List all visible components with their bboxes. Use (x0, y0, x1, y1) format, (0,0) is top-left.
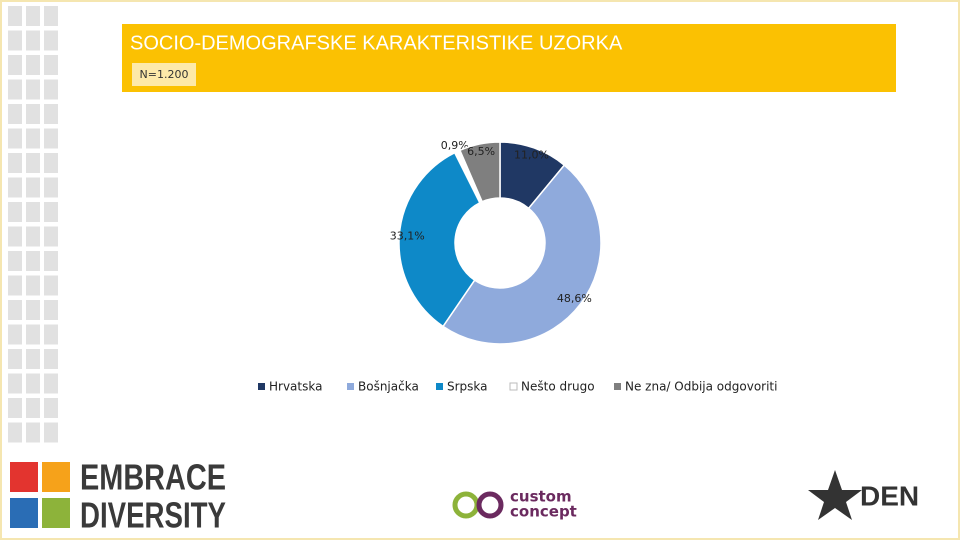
legend-label: Bošnjačka (358, 380, 419, 394)
decor-block (26, 177, 40, 198)
decor-block (26, 153, 40, 173)
decor-block (8, 373, 22, 394)
logo-text: DEN (860, 480, 919, 511)
decor-block (44, 153, 58, 173)
legend-swatch (614, 383, 621, 390)
decor-block (8, 226, 22, 247)
decor-block (10, 462, 38, 492)
decor-block (10, 498, 38, 528)
decor-block (42, 462, 70, 492)
decor-block (26, 79, 40, 100)
decor-block (8, 104, 22, 124)
decor-block (44, 177, 58, 198)
decor-pattern (8, 6, 70, 528)
title: SOCIO-DEMOGRAFSKE KARAKTERISTIKE UZORKA (130, 32, 623, 54)
decor-block (26, 373, 40, 394)
decor-block (42, 498, 70, 528)
title-banner (122, 24, 896, 92)
decor-block (8, 422, 22, 443)
logo-text: DIVERSITY (80, 495, 226, 536)
decor-block (8, 202, 22, 222)
decor-block (26, 398, 40, 418)
logo-text: custom (510, 488, 572, 506)
sample-size: N=1.200 (140, 68, 189, 81)
decor-block (8, 398, 22, 418)
decor-block (8, 349, 22, 369)
decor-block (8, 128, 22, 149)
decor-block (44, 202, 58, 222)
logo-icon (476, 491, 504, 519)
legend: Hrvatska Bošnjačka Srpska Nešto drugo Ne zna… (258, 380, 777, 394)
decor-block (44, 324, 58, 345)
decor-block (44, 300, 58, 320)
donut-slice (398, 151, 481, 328)
decor-block (26, 251, 40, 271)
data-label: 6,5% (467, 145, 495, 158)
donut-chart: 11,0%48,6%33,1%0,9%6,5% (390, 139, 602, 345)
decor-block (26, 422, 40, 443)
legend-swatch (347, 383, 354, 390)
decor-block (8, 79, 22, 100)
legend-swatch (258, 383, 265, 390)
decor-block (26, 104, 40, 124)
decor-block (44, 373, 58, 394)
legend-swatch (509, 382, 518, 391)
decor-block (8, 30, 22, 51)
logo-text: concept (510, 503, 577, 521)
decor-block (8, 6, 22, 26)
decor-block (8, 55, 22, 75)
decor-block (26, 30, 40, 51)
decor-block (44, 226, 58, 247)
decor-block (8, 300, 22, 320)
decor-block (44, 398, 58, 418)
legend-label: Nešto drugo (521, 380, 595, 394)
decor-block (8, 275, 22, 296)
decor-block (8, 177, 22, 198)
decor-block (44, 30, 58, 51)
data-label: 11,0% (514, 148, 549, 161)
legend-label: Srpska (447, 380, 488, 394)
decor-block (26, 349, 40, 369)
decor-block (26, 55, 40, 75)
decor-block (8, 251, 22, 271)
decor-block (44, 422, 58, 443)
decor-block (26, 300, 40, 320)
decor-block (44, 6, 58, 26)
decor-block (26, 6, 40, 26)
decor-block (8, 324, 22, 345)
decor-block (44, 275, 58, 296)
sample-box (132, 63, 196, 86)
decor-block (44, 251, 58, 271)
decor-block (44, 128, 58, 149)
donut-slice (458, 141, 501, 203)
decor-block (44, 104, 58, 124)
decor-block (26, 202, 40, 222)
decor-block (44, 349, 58, 369)
logo-star (808, 470, 862, 520)
logo-text: EMBRACE (80, 457, 226, 498)
legend-label: Hrvatska (269, 380, 322, 394)
legend-label: Ne zna/ Odbija odgovoriti (625, 380, 777, 394)
data-label: 48,6% (557, 292, 592, 305)
decor-block (44, 79, 58, 100)
data-label: 33,1% (390, 230, 425, 243)
decor-block (26, 128, 40, 149)
decor-block (8, 153, 22, 173)
donut-slice (441, 164, 602, 345)
decor-block (26, 226, 40, 247)
decor-block (26, 275, 40, 296)
legend-swatch (436, 383, 443, 390)
decor-block (26, 324, 40, 345)
decor-block (44, 55, 58, 75)
